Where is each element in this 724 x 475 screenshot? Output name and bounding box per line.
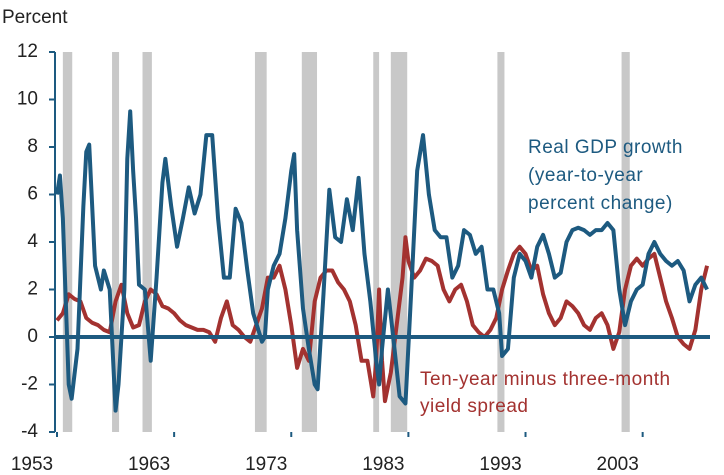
- series-annotation: Real GDP growth: [528, 137, 683, 158]
- x-tick-label: 1983: [362, 454, 404, 475]
- x-tick-label: 1973: [245, 454, 287, 475]
- recession-band: [62, 52, 73, 432]
- series-annotation: Ten-year minus three-month: [420, 369, 671, 390]
- x-tick-label: 1953: [11, 454, 53, 475]
- recession-band: [497, 52, 505, 432]
- y-tick-label: 2: [27, 279, 38, 300]
- series-annotation: percent change): [528, 193, 673, 214]
- series-annotation: yield spread: [420, 396, 528, 417]
- y-tick-label: 6: [27, 184, 38, 205]
- y-axis-label: Percent: [2, 7, 68, 28]
- y-tick-label: -4: [21, 421, 38, 442]
- y-tick-label: -2: [21, 374, 38, 395]
- recession-band: [254, 52, 267, 432]
- x-tick-label: 2003: [597, 454, 639, 475]
- y-tick-label: 10: [17, 89, 38, 110]
- series-annotation: (year-to-year: [528, 165, 643, 186]
- series-line: [55, 109, 709, 413]
- y-tick-label: 0: [27, 326, 38, 347]
- recession-band: [373, 52, 380, 432]
- x-tick-label: 1993: [479, 454, 521, 475]
- y-tick-label: 8: [27, 136, 38, 157]
- recession-band: [112, 52, 120, 432]
- recession-band: [621, 52, 630, 432]
- y-tick-label: 4: [27, 231, 38, 252]
- x-tick-label: 1963: [128, 454, 170, 475]
- recession-band: [142, 52, 152, 432]
- y-tick-label: 12: [17, 41, 38, 62]
